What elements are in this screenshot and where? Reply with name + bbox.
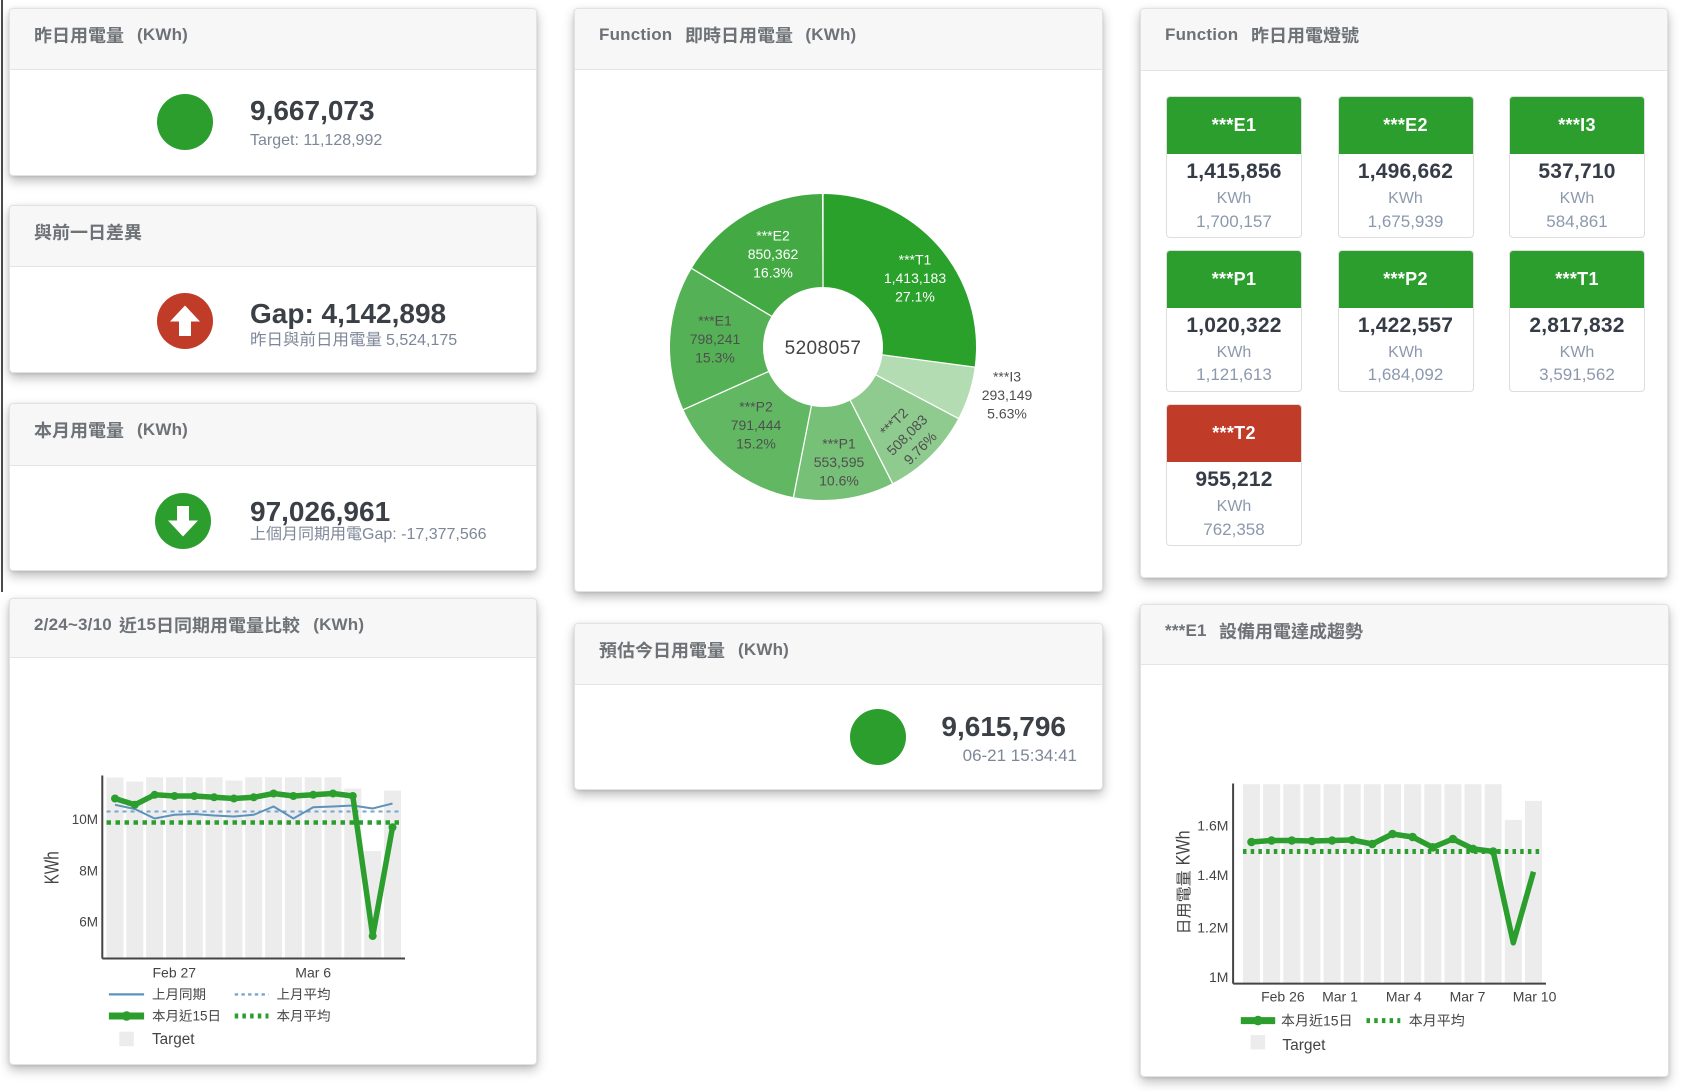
svg-text:1.6M: 1.6M	[1197, 817, 1228, 833]
svg-text:850,362: 850,362	[748, 246, 799, 262]
svg-text:8M: 8M	[79, 864, 98, 879]
svg-text:***E1: ***E1	[698, 313, 732, 329]
svg-text:Mar 10: Mar 10	[1513, 988, 1557, 1004]
svg-text:553,595: 553,595	[814, 454, 865, 470]
svg-text:Mar 6: Mar 6	[295, 965, 331, 981]
svg-text:***I3: ***I3	[993, 369, 1021, 385]
svg-text:Mar 7: Mar 7	[1450, 988, 1486, 1004]
svg-text:16.3%: 16.3%	[753, 265, 793, 281]
svg-text:Mar 4: Mar 4	[1386, 988, 1422, 1004]
svg-text:***T1: ***T1	[899, 252, 932, 268]
svg-text:Target: Target	[152, 1031, 195, 1048]
svg-text:5208057: 5208057	[785, 338, 862, 359]
svg-text:27.1%: 27.1%	[895, 289, 935, 305]
svg-text:293,149: 293,149	[982, 387, 1033, 403]
svg-text:791,444: 791,444	[731, 417, 782, 433]
svg-text:Mar 1: Mar 1	[1322, 988, 1358, 1004]
svg-text:1.2M: 1.2M	[1197, 919, 1228, 935]
svg-text:KWh: KWh	[1174, 830, 1195, 865]
svg-text:1,413,183: 1,413,183	[884, 270, 946, 286]
svg-text:15: 15	[193, 1009, 208, 1024]
svg-text:15.3%: 15.3%	[695, 350, 735, 366]
svg-text:15: 15	[1323, 1012, 1339, 1028]
svg-text:***E2: ***E2	[756, 228, 790, 244]
svg-text:1M: 1M	[1209, 969, 1228, 985]
svg-text:***P2: ***P2	[739, 399, 773, 415]
svg-text:798,241: 798,241	[690, 331, 741, 347]
svg-text:15.2%: 15.2%	[736, 436, 776, 452]
svg-text:10M: 10M	[72, 812, 98, 827]
svg-text:5.63%: 5.63%	[987, 406, 1027, 422]
svg-text:KWh: KWh	[40, 851, 63, 884]
svg-text:Feb 27: Feb 27	[153, 965, 197, 981]
svg-text:Feb 26: Feb 26	[1261, 988, 1305, 1004]
svg-text:1.4M: 1.4M	[1197, 867, 1228, 883]
svg-text:Target: Target	[1282, 1037, 1326, 1054]
svg-text:Gap: -17,377,566: Gap: -17,377,566	[362, 526, 487, 543]
svg-text:5,524,175: 5,524,175	[386, 332, 457, 349]
svg-text:6M: 6M	[79, 914, 98, 929]
svg-text:***P1: ***P1	[822, 436, 856, 452]
svg-text:10.6%: 10.6%	[819, 473, 859, 489]
